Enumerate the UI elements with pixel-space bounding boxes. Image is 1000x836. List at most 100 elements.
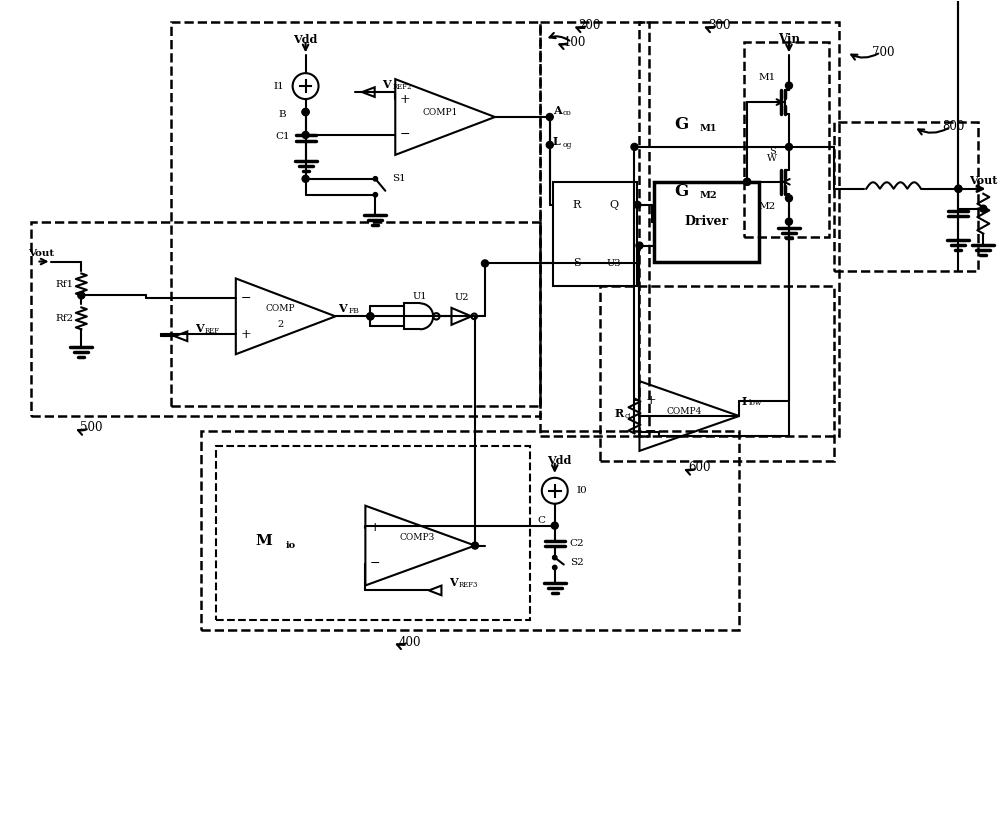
Circle shape [546,114,553,120]
Text: I1: I1 [273,82,284,90]
Text: 100: 100 [563,36,586,48]
Text: −: − [241,292,251,305]
Circle shape [553,555,557,560]
Bar [639,23,839,436]
Text: FB: FB [348,308,359,315]
Text: B: B [279,110,286,119]
Text: U3: U3 [607,259,621,268]
Text: 500: 500 [80,421,103,435]
Text: 600: 600 [688,461,711,474]
Text: M: M [256,533,273,548]
Circle shape [634,201,641,208]
Text: REF: REF [205,327,220,335]
Text: V: V [382,79,391,89]
Text: S2: S2 [570,558,583,567]
Circle shape [980,205,987,212]
Text: REF3: REF3 [459,582,478,589]
Text: 200: 200 [578,18,601,32]
Bar [654,181,759,262]
Text: U2: U2 [454,293,469,302]
Text: Vdd: Vdd [293,33,318,45]
Text: A: A [553,104,561,115]
Circle shape [631,144,638,150]
Text: Vin: Vin [778,33,800,46]
Text: S: S [769,147,775,156]
Text: C2: C2 [570,539,584,548]
Text: M1: M1 [758,73,776,82]
Text: −: − [646,426,657,438]
Text: S1: S1 [392,174,406,183]
Text: V: V [449,577,458,588]
Text: R: R [572,200,581,210]
Bar [171,23,540,406]
Circle shape [373,192,378,197]
Text: +: + [240,328,251,341]
Circle shape [553,565,557,569]
Text: Rf1: Rf1 [55,280,73,289]
Bar [201,431,739,630]
Circle shape [78,292,85,299]
Circle shape [472,542,479,549]
Text: COMP: COMP [266,303,295,313]
Text: V: V [338,303,347,314]
Circle shape [373,176,378,181]
Text: 700: 700 [872,46,895,59]
Text: +: + [370,521,381,534]
Bar [600,287,834,461]
Text: Q: Q [609,200,618,210]
Bar [540,23,649,436]
Text: I: I [741,395,746,406]
Text: U1: U1 [413,292,427,301]
Circle shape [302,109,309,115]
Text: −: − [400,129,410,141]
Text: M2: M2 [699,191,717,201]
Bar [744,43,829,237]
Text: COMP1: COMP1 [422,108,458,116]
Circle shape [367,313,374,320]
Text: Vout: Vout [28,249,55,258]
Circle shape [744,178,751,186]
Text: −: − [370,557,381,570]
Text: S: S [573,258,580,268]
Text: co: co [563,109,571,117]
Text: V: V [195,323,204,334]
Bar [553,181,637,287]
Text: ci: ci [625,412,631,420]
Text: REF2: REF2 [392,83,412,91]
Text: I0: I0 [577,487,587,495]
Circle shape [785,82,792,89]
Text: io: io [286,541,296,550]
Text: 800: 800 [942,120,965,134]
Circle shape [302,176,309,182]
Text: G: G [674,183,689,201]
Circle shape [785,218,792,225]
Text: R: R [615,407,624,419]
Text: +: + [646,394,657,406]
Circle shape [551,522,558,529]
Text: M1: M1 [699,125,717,134]
Text: C: C [538,516,546,525]
Text: W: W [767,155,777,163]
Text: COMP3: COMP3 [400,533,435,542]
Text: 2: 2 [278,320,284,329]
Text: Driver: Driver [685,215,729,228]
Text: COMP4: COMP4 [667,406,702,415]
Text: +: + [400,93,411,105]
Circle shape [636,242,643,249]
Text: Rf2: Rf2 [55,314,73,323]
Text: G: G [674,116,689,134]
Circle shape [546,141,553,149]
Bar [834,122,978,272]
Bar [31,222,540,416]
Text: 400: 400 [399,635,421,649]
Circle shape [302,131,309,139]
Text: low: low [749,399,762,407]
Circle shape [785,195,792,201]
Text: M2: M2 [758,202,776,212]
Text: C1: C1 [275,132,290,141]
Circle shape [744,178,751,186]
Circle shape [955,186,962,192]
Text: 300: 300 [708,18,730,32]
Circle shape [481,260,488,267]
Text: Vdd: Vdd [548,456,572,466]
